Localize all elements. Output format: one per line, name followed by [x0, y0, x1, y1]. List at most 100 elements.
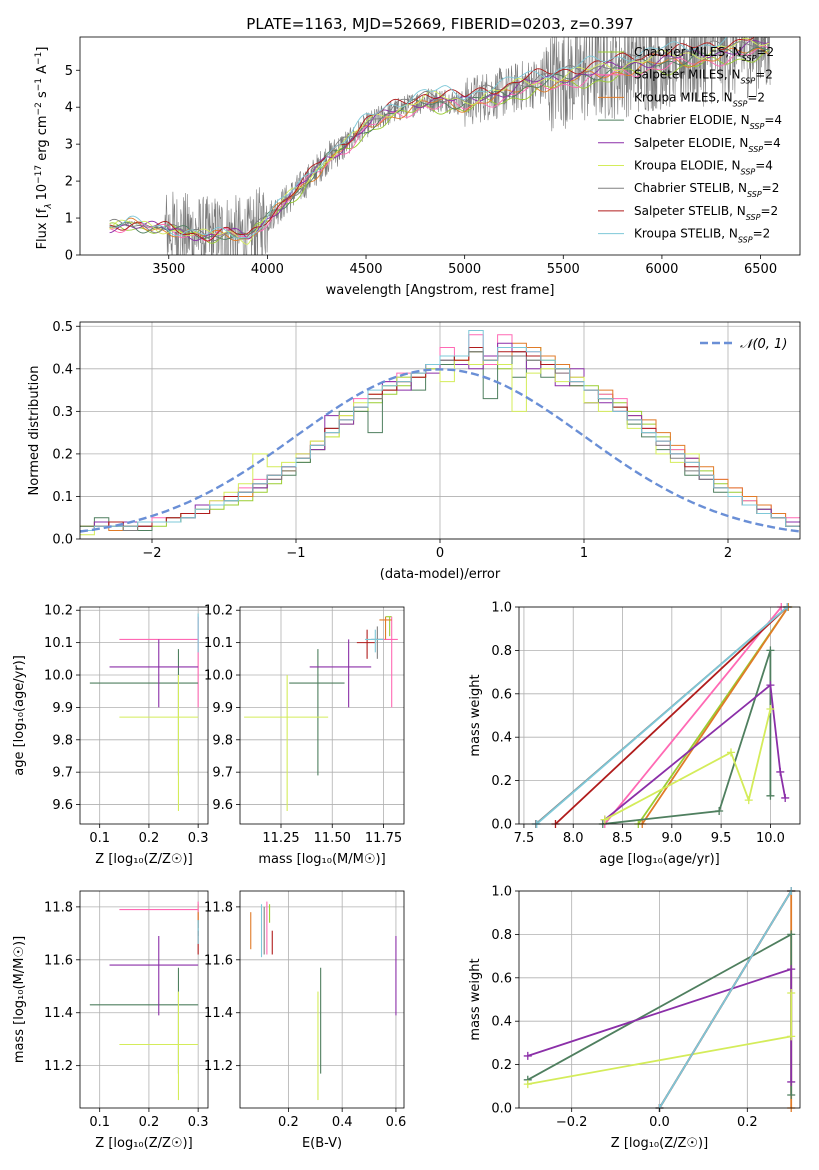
x-tick-label: 0.2	[278, 1115, 299, 1130]
y-tick-label: 10.1	[204, 636, 233, 651]
y-axis-label: mass [log₁₀(M/M☉)]	[12, 936, 27, 1063]
y-tick-label: 0.4	[491, 731, 512, 746]
axes-frame	[239, 606, 405, 825]
y-tick-label: 9.9	[212, 701, 233, 716]
model-spectrum-salpeter-stelib	[109, 37, 755, 242]
y-tick-label: 11.8	[44, 900, 73, 915]
y-label-part: erg cm	[35, 115, 50, 164]
y-tick-label: 10.2	[204, 604, 233, 619]
x-tick-label: −1	[286, 546, 305, 561]
x-tick-label: 11.50	[314, 831, 351, 846]
legend-label-kroupa-elodie: Kroupa ELODIE, NSSP=4	[634, 159, 773, 177]
weight-line-kroupa-elodie	[604, 708, 772, 821]
x-tick-label: 6000	[645, 262, 678, 277]
legend-label-suffix: =4	[755, 159, 773, 173]
x-axis-label: age [log₁₀(age/yr)]	[599, 852, 720, 867]
legend-label-suffix: =2	[753, 227, 771, 241]
y-label-part: ]	[35, 47, 50, 52]
y-tick-label: 11.2	[204, 1059, 233, 1074]
y-tick-label: 0.5	[52, 320, 73, 335]
weight-marker-chabrier-elodie	[787, 1090, 796, 1099]
legend-label-sub: SSP	[748, 144, 763, 153]
y-tick-label: 11.8	[204, 900, 233, 915]
x-tick-label: 1	[580, 546, 588, 561]
observed-spectrum	[109, 37, 771, 255]
model-spectrum-salpeter-miles	[109, 45, 770, 242]
weight-marker-chabrier-elodie	[766, 646, 775, 655]
y-label-part: Flux [f	[35, 208, 50, 249]
age-vs-z-panel: 0.1 0.2 0.3 9.6 9.7 9.8 9.9 10.0 10.1 10.2 Z [log₁…	[12, 604, 208, 867]
legend-label-text: Chabrier MILES, N	[634, 45, 742, 59]
x-tick-label: 11.75	[365, 831, 402, 846]
legend-label-sub: SSP	[746, 212, 761, 221]
weight-marker-kroupa-elodie	[600, 815, 609, 824]
x-axis-label: wavelength [Angstrom, rest frame]	[326, 283, 555, 298]
y-tick-label: 1	[65, 212, 73, 227]
weight-marker-kroupa-elodie	[726, 748, 735, 757]
y-tick-label: 0.2	[491, 774, 512, 789]
y-tick-label: 0.8	[491, 644, 512, 659]
y-tick-label: 3	[65, 138, 73, 153]
weight-marker-chabrier-elodie	[766, 791, 775, 800]
y-label-part: A	[35, 65, 50, 78]
legend-label-sub: SSP	[741, 76, 756, 85]
y-tick-label: 0.0	[491, 818, 512, 833]
legend-label-sub: SSP	[733, 99, 748, 108]
legend-label-chabrier-elodie: Chabrier ELODIE, NSSP=4	[634, 113, 782, 131]
x-tick-label: 3500	[152, 262, 185, 277]
weight-marker-salpeter-elodie	[523, 1051, 532, 1060]
weight-line-salpeter-stelib	[554, 607, 788, 824]
x-tick-label: 0.6	[386, 1115, 407, 1130]
y-tick-label: 0.0	[491, 1102, 512, 1117]
axes-frame	[79, 890, 209, 1109]
legend-label-suffix: =2	[760, 204, 778, 218]
y-label-part: −2	[34, 102, 44, 115]
y-tick-label: 10.1	[44, 636, 73, 651]
y-tick-label: 0	[65, 249, 73, 264]
x-tick-label: 0.4	[332, 1115, 353, 1130]
weight-marker-chabrier-elodie	[787, 930, 796, 939]
axes-frame	[518, 606, 801, 825]
x-tick-label: 4000	[251, 262, 284, 277]
legend-label-text: Kroupa STELIB, N	[634, 227, 738, 241]
y-tick-label: 0.6	[491, 971, 512, 986]
x-tick-label: 0.2	[139, 1115, 160, 1130]
legend-label-text: Salpeter STELIB, N	[634, 204, 746, 218]
y-label-part: −17	[34, 165, 44, 184]
weight-marker-kroupa-elodie	[787, 1032, 796, 1041]
y-axis-label: age [log₁₀(age/yr)]	[12, 655, 27, 776]
axes-frame	[79, 606, 209, 825]
x-tick-label: 9.5	[711, 831, 732, 846]
weight-marker-kroupa-elodie	[787, 988, 796, 997]
legend-label-text: Kroupa ELODIE, N	[634, 159, 741, 173]
weight-line-salpeter-elodie	[604, 683, 787, 821]
x-axis-label: mass [log₁₀(M/M☉)]	[258, 852, 385, 867]
weight-marker-salpeter-elodie	[766, 681, 775, 690]
legend-label-sub: SSP	[750, 122, 765, 131]
model-spectrum-chabrier-miles	[109, 49, 770, 244]
legend-label-sub: SSP	[747, 190, 762, 199]
y-tick-label: 0.2	[491, 1058, 512, 1073]
legend-label-suffix: =4	[764, 113, 782, 127]
y-tick-label: 0.2	[52, 447, 73, 462]
weight-line-chabrier-elodie	[602, 650, 772, 824]
histogram-kroupa-stelib	[80, 330, 800, 531]
y-tick-label: 0.6	[491, 687, 512, 702]
y-label-part: 10	[35, 184, 50, 201]
y-tick-label: 0.8	[491, 928, 512, 943]
weight-marker-kroupa-elodie	[744, 796, 753, 805]
y-tick-label: 9.6	[52, 798, 73, 813]
y-tick-label: 9.7	[52, 766, 73, 781]
x-axis-label: Z [log₁₀(Z/Z☉)]	[95, 852, 192, 867]
y-tick-label: 10.2	[44, 604, 73, 619]
y-tick-label: 4	[65, 101, 73, 116]
legend-label-suffix: =2	[747, 90, 765, 104]
y-label-part: s	[35, 91, 50, 102]
y-axis-label: mass weight	[468, 958, 483, 1040]
weight-line-salpeter-miles	[604, 607, 782, 824]
x-axis-label: E(B-V)	[302, 1136, 342, 1151]
x-tick-label: 9.0	[661, 831, 682, 846]
residuals-panel: −2 −1 0 1 2 0.0 0.1 0.2 0.3 0.4 0.5 (data-model)/er…	[27, 320, 801, 582]
x-tick-label: 4500	[349, 262, 382, 277]
